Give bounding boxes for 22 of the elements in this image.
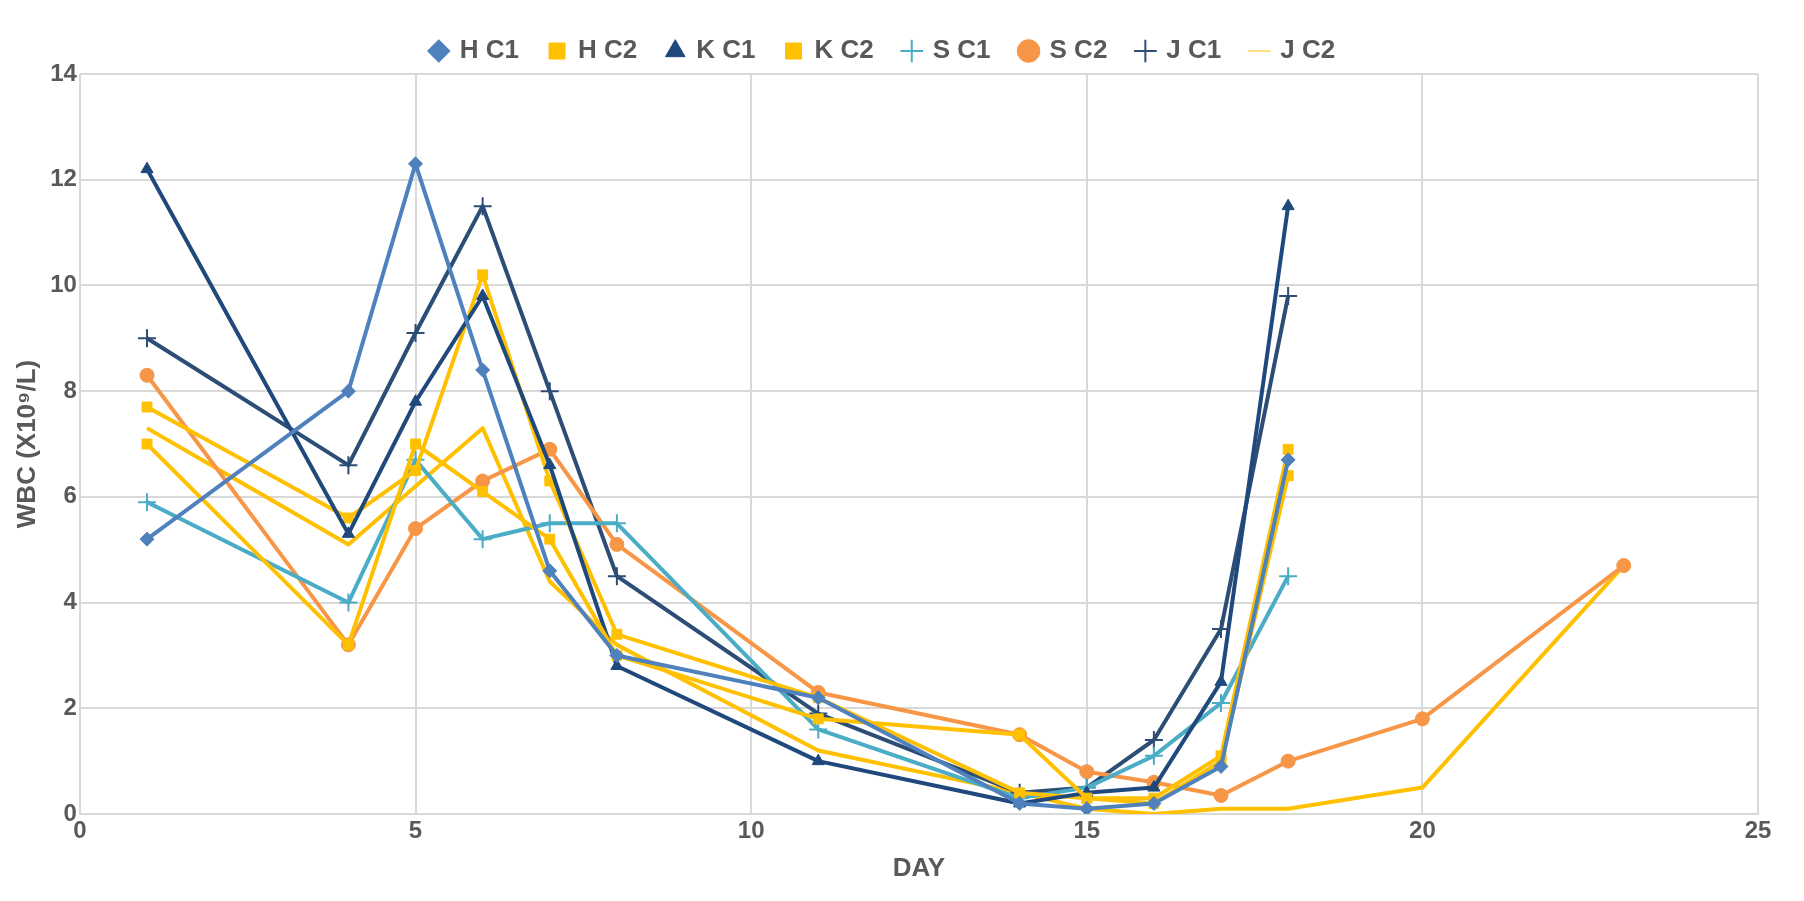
x-tick-label: 5 [408, 816, 423, 844]
y-tick-label: 8 [63, 375, 77, 403]
legend-label: K C2 [814, 34, 874, 65]
y-tick-label: 14 [50, 58, 78, 86]
x-axis-title: DAY [892, 851, 946, 882]
legend-label: J C1 [1166, 34, 1222, 65]
x-tick-label: 20 [1409, 816, 1436, 844]
legend-label: S C2 [1049, 34, 1108, 65]
legend-label: H C1 [459, 34, 520, 65]
x-tick-label: 25 [1744, 816, 1772, 844]
y-tick-label: 4 [63, 587, 78, 615]
x-tick-label: 15 [1073, 816, 1101, 844]
x-tick-label: 10 [737, 816, 765, 844]
legend-label: J C2 [1280, 34, 1336, 65]
legend-label: H C2 [578, 34, 638, 65]
y-tick-label: 6 [63, 481, 77, 509]
y-tick-label: 2 [63, 692, 77, 720]
y-tick-label: 12 [50, 164, 77, 192]
legend-label: K C1 [696, 34, 756, 65]
y-tick-label: 10 [50, 270, 77, 298]
y-axis-title: WBC (X10⁹/L) [10, 359, 41, 529]
legend-label: S C1 [932, 34, 991, 65]
